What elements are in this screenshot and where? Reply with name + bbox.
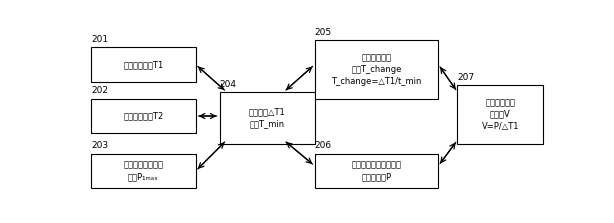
Text: 温度变化速度
设为T_change
T_change=△T1/t_min: 温度变化速度 设为T_change T_change=△T1/t_min bbox=[332, 53, 422, 86]
Text: 207: 207 bbox=[457, 73, 475, 82]
Text: 开机到达目标温度值产
生的能量为P: 开机到达目标温度值产 生的能量为P bbox=[352, 161, 402, 181]
Bar bbox=[315, 154, 438, 188]
Text: 206: 206 bbox=[315, 141, 332, 150]
Text: 初始环境温度T1: 初始环境温度T1 bbox=[123, 60, 163, 69]
Text: 201: 201 bbox=[91, 35, 108, 44]
Text: 202: 202 bbox=[91, 87, 108, 95]
Bar bbox=[91, 154, 196, 188]
Bar bbox=[220, 92, 315, 144]
Text: 温度差值△T1
耗时T_min: 温度差值△T1 耗时T_min bbox=[249, 107, 286, 128]
Text: 203: 203 bbox=[91, 141, 108, 150]
Bar bbox=[457, 85, 543, 144]
Text: 空调器安装空
间设为V
V=P/△T1: 空调器安装空 间设为V V=P/△T1 bbox=[481, 98, 519, 131]
Text: 204: 204 bbox=[220, 80, 236, 89]
Text: 最大制冷或制热量
设为P₁ₘₐₓ: 最大制冷或制热量 设为P₁ₘₐₓ bbox=[123, 161, 163, 181]
Text: 目标环境温度T2: 目标环境温度T2 bbox=[123, 112, 163, 121]
Bar bbox=[315, 41, 438, 99]
Bar bbox=[91, 99, 196, 133]
Text: 205: 205 bbox=[315, 28, 332, 37]
Bar bbox=[91, 47, 196, 82]
